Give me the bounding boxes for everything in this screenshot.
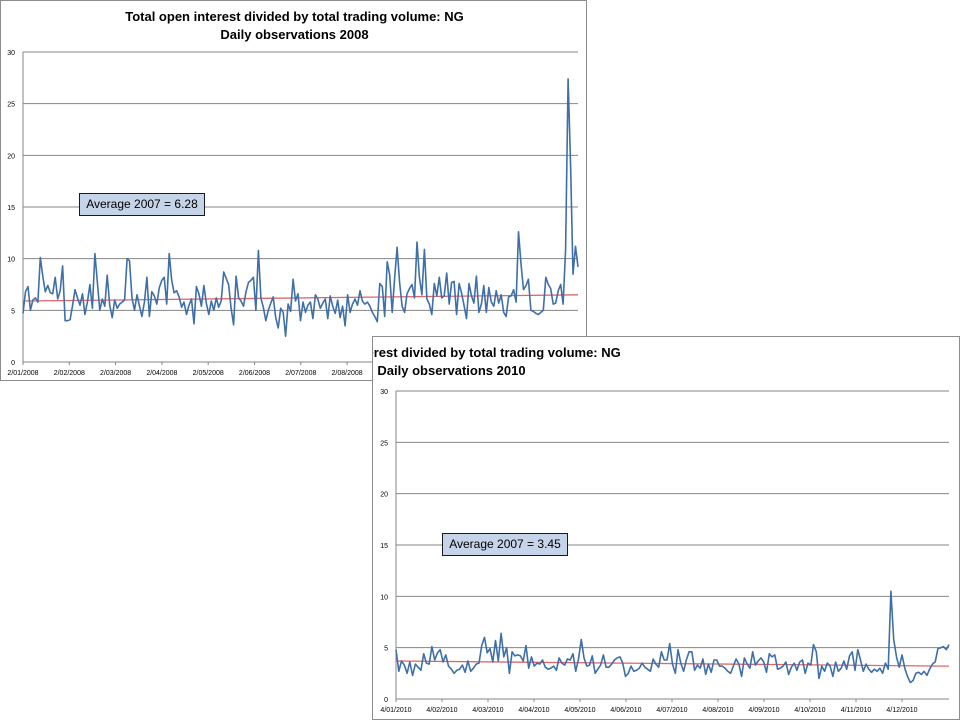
chart-subtitle: Daily observations 2010 <box>377 363 526 378</box>
average-annotation: Average 2007 = 3.45 <box>442 533 568 556</box>
average-annotation: Average 2007 = 6.28 <box>79 193 205 216</box>
x-tick-label: 4/05/2010 <box>564 707 595 714</box>
x-tick-label: 4/02/2010 <box>426 707 457 714</box>
x-tick-label: 2/02/2008 <box>54 370 85 377</box>
y-tick-label: 25 <box>7 102 15 109</box>
chart-2008: Total open interest divided by total tra… <box>0 0 587 381</box>
x-tick-label: 2/08/2008 <box>332 370 363 377</box>
chart-2008-plot: 0 5 10 15 20 25 30 2/01/2008 2/02/2008 2/03/2008 2… <box>7 50 579 377</box>
y-tick-label: 0 <box>11 360 15 367</box>
x-tick-label: 4/11/2010 <box>841 707 872 714</box>
chart-2010: Total open interest divided by total tra… <box>372 336 960 720</box>
y-tick-label: 20 <box>7 153 15 160</box>
series-line <box>395 590 950 684</box>
x-tick-label: 2/03/2008 <box>100 370 131 377</box>
chart-2010-plot: 0 5 10 15 20 25 30 4/01/2010 4/02/2010 4/03/2010 4… <box>380 389 950 714</box>
x-tick-label: 4/07/2010 <box>656 707 687 714</box>
x-tick-label: 2/01/2008 <box>7 370 38 377</box>
x-tick-label: 4/08/2010 <box>702 707 733 714</box>
y-tick-label: 10 <box>380 594 388 601</box>
x-tick-label: 2/05/2008 <box>193 370 224 377</box>
series-line <box>22 78 579 338</box>
y-tick-label: 15 <box>7 205 15 212</box>
x-tick-label: 4/10/2010 <box>794 707 825 714</box>
x-tick-label: 2/06/2008 <box>239 370 270 377</box>
y-tick-label: 20 <box>380 492 388 499</box>
chart-title-line1: Total open interest divided by total tra… <box>125 9 464 24</box>
x-tick-label: 2/07/2008 <box>285 370 316 377</box>
chart-title: Total open interest divided by total tra… <box>373 344 745 380</box>
x-tick-label: 4/12/2010 <box>886 707 917 714</box>
x-tick-label: 2/04/2008 <box>146 370 177 377</box>
y-tick-label: 30 <box>380 389 388 396</box>
y-tick-label: 30 <box>7 50 15 57</box>
chart-title: Total open interest divided by total tra… <box>1 8 586 44</box>
y-tick-label: 5 <box>11 308 15 315</box>
x-tick-label: 4/06/2010 <box>610 707 641 714</box>
y-tick-label: 25 <box>380 440 388 447</box>
y-tick-label: 15 <box>380 543 388 550</box>
y-tick-label: 5 <box>384 646 388 653</box>
x-tick-label: 4/03/2010 <box>472 707 503 714</box>
chart-title-line1: Total open interest divided by total tra… <box>373 345 621 360</box>
x-tick-label: 4/09/2010 <box>748 707 779 714</box>
y-tick-label: 0 <box>384 697 388 704</box>
y-tick-label: 10 <box>7 257 15 264</box>
x-tick-label: 4/01/2010 <box>380 707 411 714</box>
x-tick-label: 4/04/2010 <box>518 707 549 714</box>
chart-subtitle: Daily observations 2008 <box>220 27 369 42</box>
